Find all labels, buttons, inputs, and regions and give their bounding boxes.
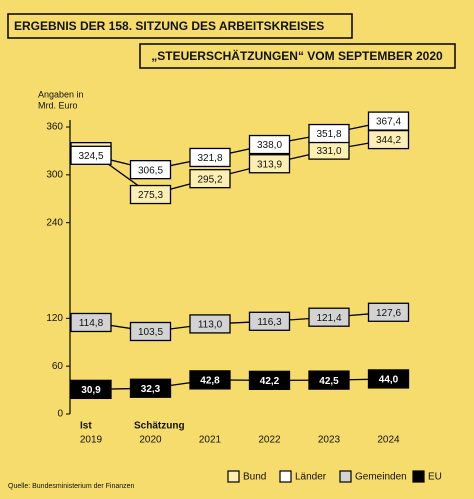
annotation: Schätzung [134, 421, 185, 432]
legend-label: Gemeinden [355, 472, 407, 483]
value-box [189, 147, 231, 168]
value-box [308, 123, 350, 144]
value-label: 114,8 [79, 318, 104, 329]
legend-swatch [279, 470, 292, 483]
value-box [189, 169, 231, 189]
value-box [248, 370, 291, 391]
y-tick-label: 300 [46, 169, 63, 180]
value-box [308, 370, 350, 390]
legend-label: Länder [295, 472, 327, 483]
value-box [129, 321, 172, 342]
y-axis-title: Angaben in [38, 89, 84, 99]
value-box [70, 312, 112, 333]
y-axis-title: Mrd. Euro [38, 100, 78, 110]
value-box [308, 307, 350, 327]
value-label: 344,2 [376, 135, 401, 146]
value-box [129, 184, 172, 205]
value-box [129, 378, 172, 398]
value-label: 121,4 [316, 313, 341, 324]
value-box [129, 160, 172, 180]
value-label: 306,5 [138, 165, 163, 176]
value-box [189, 314, 231, 334]
source: Quelle: Bundesministerium der Finanzen [8, 483, 135, 490]
value-label: 321,8 [197, 153, 222, 164]
legend-swatch [339, 470, 352, 483]
x-tick-label: 2020 [139, 435, 162, 446]
title-box [7, 13, 353, 39]
value-label: 116,3 [257, 317, 282, 328]
value-label: 275,3 [138, 190, 163, 201]
value-label: 338,0 [257, 140, 282, 151]
legend-label: EU [428, 472, 442, 483]
value-box [248, 154, 291, 174]
value-label: 42,5 [319, 376, 339, 387]
x-tick-label: 2021 [199, 435, 222, 446]
annotation: Ist [80, 421, 92, 432]
value-label: 367,4 [376, 117, 401, 128]
value-box [189, 370, 231, 390]
x-tick-label: 2019 [80, 435, 103, 446]
chart-title: ERGEBNIS DER 158. SITZUNG DES ARBEITSKRE… [14, 19, 324, 33]
x-tick-label: 2023 [318, 435, 341, 446]
value-label: 32,3 [141, 384, 161, 395]
value-label: 42,2 [260, 376, 280, 387]
chart-subtitle: „STEUERSCHÄTZUNGEN“ VOM SEPTEMBER 2020 [151, 48, 443, 63]
value-label: 295,2 [197, 174, 222, 185]
legend-swatch [412, 470, 425, 483]
y-tick-label: 120 [46, 313, 63, 324]
value-box [367, 111, 410, 131]
value-box [367, 302, 410, 322]
value-label: 127,6 [376, 308, 401, 319]
subtitle-box [139, 43, 456, 69]
value-label: 113,0 [198, 320, 223, 331]
y-tick-label: 240 [46, 217, 63, 228]
value-box [70, 145, 112, 165]
x-tick-label: 2024 [377, 435, 400, 446]
value-label: 103,5 [138, 327, 163, 338]
y-tick-label: 0 [57, 409, 63, 420]
value-label: 42,8 [200, 376, 220, 387]
value-label: 30,9 [81, 385, 101, 396]
value-label: 351,8 [316, 129, 341, 140]
x-tick-label: 2022 [258, 435, 281, 446]
value-label: 44,0 [379, 375, 399, 386]
value-box [248, 134, 291, 155]
value-box [70, 379, 112, 400]
legend-swatch [227, 470, 240, 483]
y-tick-label: 60 [52, 361, 64, 372]
value-box [248, 311, 291, 331]
y-tick-label: 360 [46, 122, 63, 133]
legend-label: Bund [243, 472, 266, 483]
value-label: 324,5 [78, 151, 103, 162]
value-label: 313,9 [257, 159, 282, 170]
value-box [367, 369, 410, 389]
value-label: 331,0 [316, 146, 341, 157]
